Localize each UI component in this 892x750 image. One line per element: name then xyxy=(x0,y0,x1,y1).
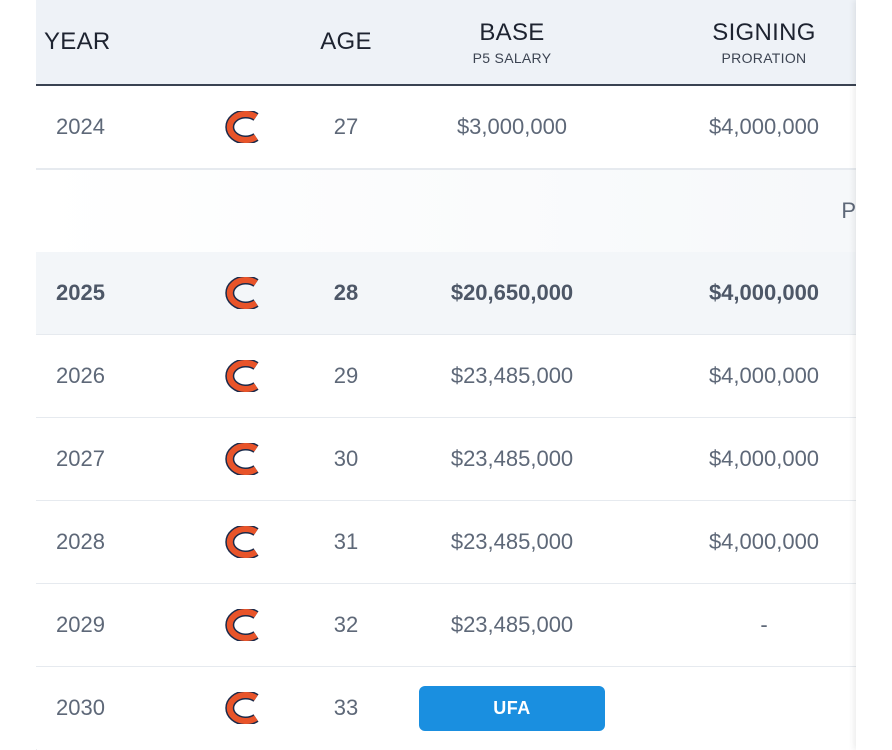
ufa-status-badge[interactable]: UFA xyxy=(419,685,605,731)
age-cell: 32 xyxy=(333,612,359,637)
base-salary-cell: $20,650,000 xyxy=(450,280,574,305)
age-cell: 29 xyxy=(333,363,359,388)
contract-table: YEAR AGE BASE P5 SALARY SIGNING PRORATIO… xyxy=(36,0,856,750)
right-frame-edge xyxy=(856,0,892,750)
base-salary-cell: $23,485,000 xyxy=(450,363,574,388)
year-cell: 2025 xyxy=(56,280,105,305)
status-cell: UFA xyxy=(412,667,612,749)
year-cell: 2028 xyxy=(56,529,105,554)
table-row-2026[interactable]: 2026 29 $23,485,000 $4,000,000 xyxy=(36,335,856,419)
age-cell: 30 xyxy=(333,446,359,471)
left-frame-edge xyxy=(0,0,37,750)
signing-proration-cell: $4,000,000 xyxy=(708,280,820,305)
signing-proration-cell: $4,000,000 xyxy=(708,363,820,388)
age-cell: 27 xyxy=(333,114,359,139)
base-salary-cell: $23,485,000 xyxy=(450,446,574,471)
table-row-2027[interactable]: 2027 30 $23,485,000 $4,000,000 xyxy=(36,418,856,502)
table-row-2028[interactable]: 2028 31 $23,485,000 $4,000,000 xyxy=(36,501,856,585)
signing-proration-cell: - xyxy=(760,612,768,637)
header-signing-proration[interactable]: SIGNING PRORATION xyxy=(712,18,816,66)
table-header: YEAR AGE BASE P5 SALARY SIGNING PRORATIO… xyxy=(36,0,856,88)
year-cell: 2024 xyxy=(56,114,105,139)
bears-c-logo-icon xyxy=(216,86,272,168)
age-cell: 33 xyxy=(333,695,359,720)
bears-c-logo-icon xyxy=(216,501,272,583)
truncated-text: P xyxy=(841,198,856,223)
age-cell: 31 xyxy=(333,529,359,554)
base-salary-cell: $3,000,000 xyxy=(456,114,568,139)
bears-c-logo-icon xyxy=(216,335,272,417)
bears-c-logo-icon xyxy=(216,252,272,334)
table-row-2030[interactable]: 2030 33 UFA xyxy=(36,667,856,749)
bears-c-logo-icon xyxy=(216,667,272,749)
table-row-2024[interactable]: 2024 27 $3,000,000 $4,000,000 xyxy=(36,86,856,170)
header-age[interactable]: AGE xyxy=(320,28,372,55)
expand-row[interactable]: P xyxy=(36,170,856,254)
bears-c-logo-icon xyxy=(216,584,272,666)
base-salary-cell: $23,485,000 xyxy=(450,529,574,554)
header-base-salary[interactable]: BASE P5 SALARY xyxy=(472,18,552,66)
year-cell: 2030 xyxy=(56,695,105,720)
signing-proration-cell: $4,000,000 xyxy=(708,446,820,471)
year-cell: 2027 xyxy=(56,446,105,471)
table-row-2025[interactable]: 2025 28 $20,650,000 $4,000,000 xyxy=(36,252,856,336)
signing-proration-cell: $4,000,000 xyxy=(708,529,820,554)
table-row-2029[interactable]: 2029 32 $23,485,000 - xyxy=(36,584,856,668)
age-cell: 28 xyxy=(333,280,359,305)
signing-proration-cell: $4,000,000 xyxy=(708,114,820,139)
year-cell: 2026 xyxy=(56,363,105,388)
bears-c-logo-icon xyxy=(216,418,272,500)
signing-proration-cell xyxy=(664,667,856,749)
header-year[interactable]: YEAR xyxy=(44,28,111,55)
base-salary-cell: $23,485,000 xyxy=(450,612,574,637)
year-cell: 2029 xyxy=(56,612,105,637)
